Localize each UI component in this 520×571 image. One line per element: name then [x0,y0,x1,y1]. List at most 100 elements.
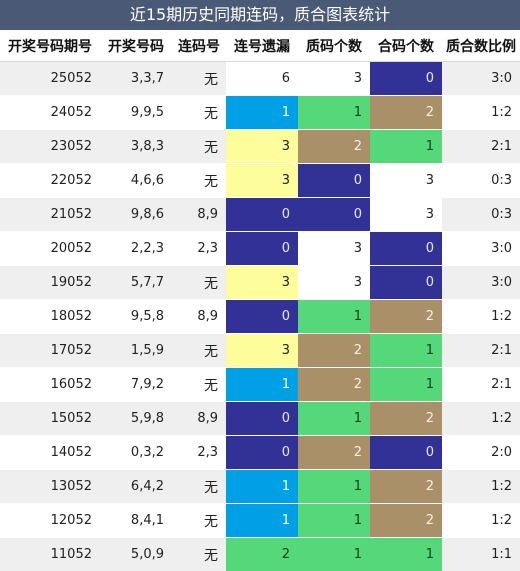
consecutive-miss-cell: 0 [226,436,298,470]
consecutive-cell: 无 [172,538,226,571]
ratio-cell: 1:1 [442,538,520,571]
ratio-cell: 1:2 [442,470,520,504]
numbers-cell: 2,2,3 [100,232,172,266]
stats-table: 开奖号码期号 开奖号码 连码号 连号遗漏 质码个数 合码个数 质合数比例 250… [0,30,520,571]
numbers-cell: 5,7,7 [100,266,172,300]
col-header-composite-count: 合码个数 [370,30,442,62]
consecutive-miss-cell: 0 [226,300,298,334]
consecutive-cell: 无 [172,368,226,402]
period-cell: 20052 [0,232,100,266]
composite-count-cell: 1 [370,334,442,368]
composite-count-cell: 2 [370,300,442,334]
prime-count-cell: 1 [298,538,370,571]
composite-count-cell: 2 [370,402,442,436]
consecutive-miss-cell: 3 [226,266,298,300]
col-header-consecutive-miss: 连号遗漏 [226,30,298,62]
ratio-cell: 2:1 [442,334,520,368]
prime-count-cell: 1 [298,402,370,436]
ratio-cell: 0:3 [442,198,520,232]
composite-count-cell: 1 [370,130,442,164]
prime-count-cell: 2 [298,368,370,402]
consecutive-cell: 无 [172,130,226,164]
numbers-cell: 5,0,9 [100,538,172,571]
consecutive-cell: 8,9 [172,300,226,334]
prime-count-cell: 1 [298,96,370,130]
consecutive-miss-cell: 0 [226,402,298,436]
ratio-cell: 2:1 [442,130,520,164]
prime-count-cell: 3 [298,232,370,266]
prime-count-cell: 1 [298,470,370,504]
composite-count-cell: 3 [370,198,442,232]
consecutive-cell: 2,3 [172,436,226,470]
stats-panel: 近15期历史同期连码，质合图表统计 开奖号码期号 开奖号码 连码号 连号遗漏 质… [0,0,520,553]
col-header-consecutive: 连码号 [172,30,226,62]
prime-count-cell: 2 [298,436,370,470]
numbers-cell: 9,9,5 [100,96,172,130]
numbers-cell: 1,5,9 [100,334,172,368]
table-title: 近15期历史同期连码，质合图表统计 [0,0,520,30]
period-cell: 19052 [0,266,100,300]
ratio-cell: 1:2 [442,300,520,334]
ratio-cell: 3:0 [442,266,520,300]
prime-count-cell: 1 [298,300,370,334]
consecutive-miss-cell: 0 [226,232,298,266]
prime-count-cell: 0 [298,164,370,198]
consecutive-cell: 无 [172,334,226,368]
ratio-cell: 1:2 [442,402,520,436]
consecutive-cell: 无 [172,266,226,300]
prime-count-cell: 3 [298,62,370,96]
consecutive-cell: 无 [172,164,226,198]
period-cell: 22052 [0,164,100,198]
consecutive-cell: 8,9 [172,402,226,436]
composite-count-cell: 1 [370,538,442,571]
period-cell: 13052 [0,470,100,504]
ratio-cell: 2:0 [442,436,520,470]
period-cell: 14052 [0,436,100,470]
consecutive-miss-cell: 1 [226,96,298,130]
numbers-cell: 3,3,7 [100,62,172,96]
composite-count-cell: 2 [370,470,442,504]
period-cell: 11052 [0,538,100,571]
period-cell: 23052 [0,130,100,164]
numbers-cell: 8,4,1 [100,504,172,538]
consecutive-miss-cell: 3 [226,130,298,164]
consecutive-cell: 无 [172,62,226,96]
numbers-cell: 6,4,2 [100,470,172,504]
composite-count-cell: 2 [370,504,442,538]
numbers-cell: 5,9,8 [100,402,172,436]
consecutive-cell: 8,9 [172,198,226,232]
prime-count-cell: 2 [298,130,370,164]
col-header-period: 开奖号码期号 [0,30,100,62]
composite-count-cell: 1 [370,368,442,402]
ratio-cell: 1:2 [442,96,520,130]
prime-count-cell: 3 [298,266,370,300]
period-cell: 21052 [0,198,100,232]
consecutive-cell: 无 [172,96,226,130]
period-cell: 18052 [0,300,100,334]
header-row: 开奖号码期号 开奖号码 连码号 连号遗漏 质码个数 合码个数 质合数比例 [0,30,520,62]
period-cell: 16052 [0,368,100,402]
prime-count-cell: 2 [298,334,370,368]
numbers-cell: 3,8,3 [100,130,172,164]
period-cell: 25052 [0,62,100,96]
consecutive-miss-cell: 1 [226,368,298,402]
consecutive-miss-cell: 2 [226,538,298,571]
composite-count-cell: 0 [370,62,442,96]
period-cell: 15052 [0,402,100,436]
col-header-prime-count: 质码个数 [298,30,370,62]
composite-count-cell: 0 [370,232,442,266]
period-cell: 12052 [0,504,100,538]
consecutive-miss-cell: 1 [226,504,298,538]
composite-count-cell: 3 [370,164,442,198]
